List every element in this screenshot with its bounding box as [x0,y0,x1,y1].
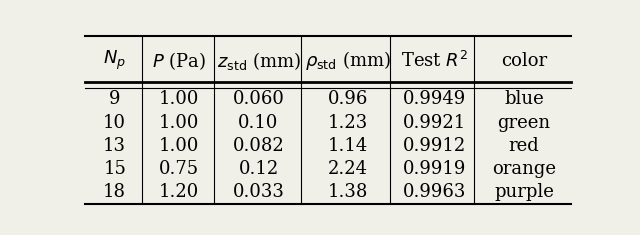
Text: 1.00: 1.00 [159,137,200,155]
Text: red: red [509,137,540,155]
Text: 1.20: 1.20 [159,183,199,201]
Text: 18: 18 [103,183,126,201]
Text: 0.10: 0.10 [238,114,279,132]
Text: 15: 15 [103,160,126,178]
Text: 1.38: 1.38 [328,183,368,201]
Text: 0.9963: 0.9963 [403,183,467,201]
Text: 0.033: 0.033 [232,183,285,201]
Text: Test $R^2$: Test $R^2$ [401,51,468,71]
Text: 0.75: 0.75 [159,160,199,178]
Text: purple: purple [494,183,554,201]
Text: 10: 10 [103,114,126,132]
Text: $P$ (Pa): $P$ (Pa) [152,50,206,72]
Text: 1.00: 1.00 [159,114,200,132]
Text: 0.9949: 0.9949 [403,90,467,109]
Text: color: color [501,52,547,70]
Text: 13: 13 [103,137,126,155]
Text: 1.00: 1.00 [159,90,200,109]
Text: 0.9919: 0.9919 [403,160,467,178]
Text: 1.23: 1.23 [328,114,368,132]
Text: green: green [497,114,550,132]
Text: 0.082: 0.082 [233,137,284,155]
Text: 0.060: 0.060 [232,90,285,109]
Text: 9: 9 [109,90,120,109]
Text: $z_\mathrm{std}$ (mm): $z_\mathrm{std}$ (mm) [216,50,301,72]
Text: 0.12: 0.12 [239,160,278,178]
Text: 0.9921: 0.9921 [403,114,467,132]
Text: $\rho_\mathrm{std}$ (mm): $\rho_\mathrm{std}$ (mm) [305,49,391,72]
Text: 1.14: 1.14 [328,137,368,155]
Text: blue: blue [504,90,544,109]
Text: 2.24: 2.24 [328,160,368,178]
Text: $N_p$: $N_p$ [103,49,126,72]
Text: 0.9912: 0.9912 [403,137,467,155]
Text: orange: orange [492,160,556,178]
Text: 0.96: 0.96 [328,90,368,109]
